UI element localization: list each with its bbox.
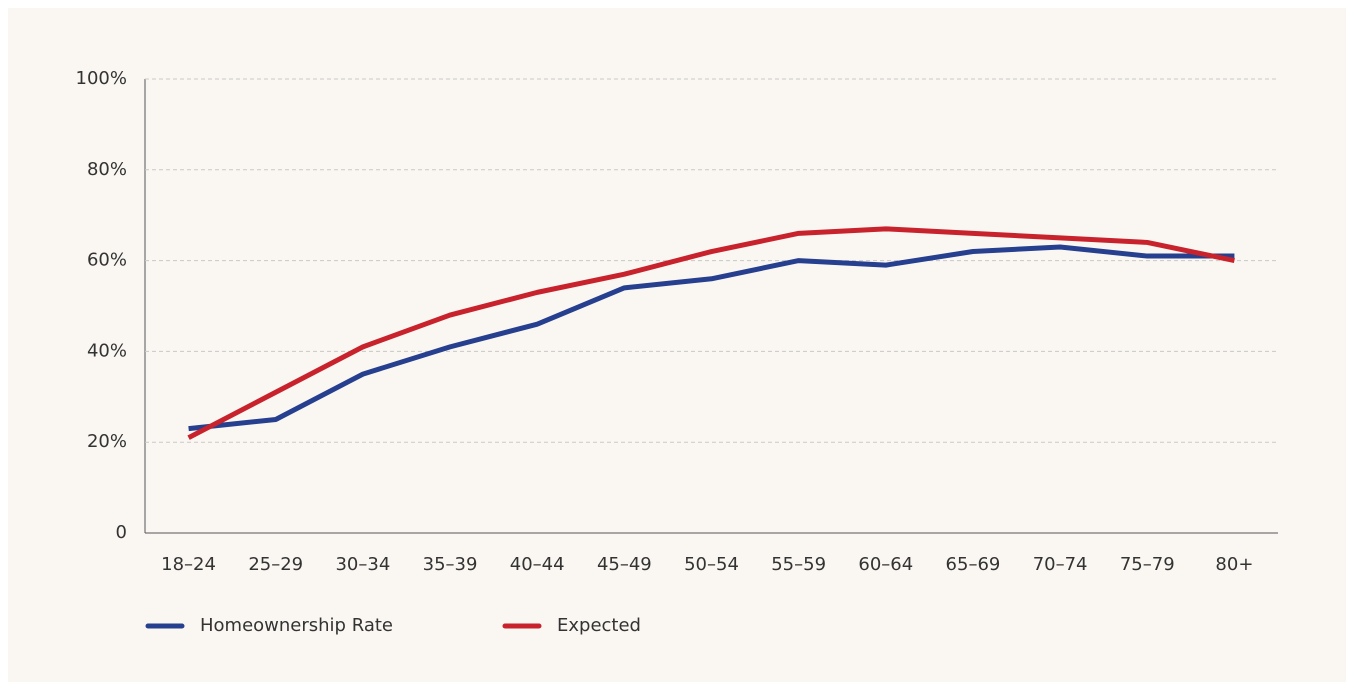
chart-panel — [8, 8, 1346, 682]
x-tick-label: 70–74 — [1033, 554, 1088, 575]
y-tick-label: 40% — [87, 340, 127, 361]
x-tick-label: 80+ — [1215, 554, 1253, 575]
x-tick-label: 55–59 — [771, 554, 826, 575]
x-tick-label: 50–54 — [684, 554, 739, 575]
y-tick-label: 80% — [87, 159, 127, 180]
y-tick-label: 60% — [87, 250, 127, 271]
x-tick-label: 45–49 — [597, 554, 652, 575]
legend-label: Expected — [557, 615, 641, 636]
x-tick-label: 75–79 — [1120, 554, 1175, 575]
legend-label: Homeownership Rate — [200, 615, 393, 636]
x-tick-label: 40–44 — [510, 554, 565, 575]
data-line — [188, 244, 1235, 432]
y-tick-label: 0 — [116, 522, 127, 543]
x-tick-label: 18–24 — [161, 554, 216, 575]
x-tick-label: 25–29 — [248, 554, 303, 575]
y-tick-label: 100% — [76, 68, 127, 89]
x-tick-label: 35–39 — [423, 554, 478, 575]
y-tick-label: 20% — [87, 431, 127, 452]
data-line — [187, 226, 1235, 440]
x-tick-label: 30–34 — [335, 554, 390, 575]
x-tick-label: 60–64 — [858, 554, 913, 575]
x-tick-label: 65–69 — [946, 554, 1001, 575]
